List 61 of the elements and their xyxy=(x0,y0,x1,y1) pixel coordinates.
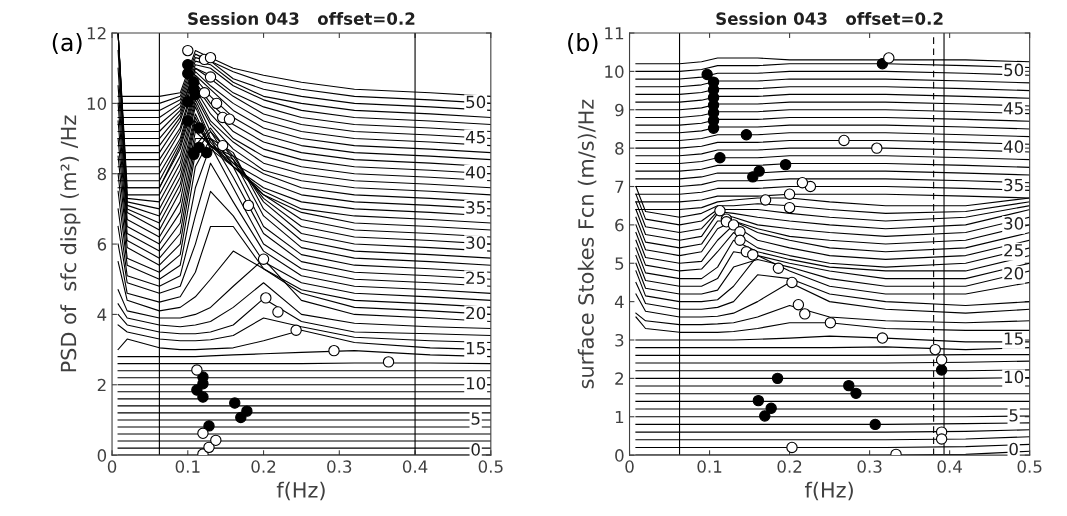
x-tick-label: 0.3 xyxy=(857,460,882,473)
x-axis-title: f(Hz) xyxy=(804,481,853,501)
annotation: 40 xyxy=(1003,140,1024,153)
y-tick-label: 2 xyxy=(615,372,623,385)
y-tick-label: 4 xyxy=(97,308,107,321)
x-tick-label: 0 xyxy=(625,460,634,473)
annotation: 20 xyxy=(1004,266,1024,280)
y-tick-label: 9 xyxy=(615,103,624,117)
chart-title: Session 043 offset=0.2 xyxy=(188,12,415,25)
y-tick-label: 10 xyxy=(87,97,107,110)
x-tick-label: 0.5 xyxy=(478,460,503,473)
annotation: 45 xyxy=(465,130,485,144)
annotation: 40 xyxy=(465,165,486,179)
y-tick-label: 11 xyxy=(605,27,624,40)
x-tick-label: 0.4 xyxy=(402,460,428,473)
x-tick-label: 0.1 xyxy=(175,460,200,473)
y-tick-label: 5 xyxy=(615,257,624,270)
x-tick-label: 0 xyxy=(107,460,117,473)
y-tick-label: 6 xyxy=(615,218,624,232)
y-tick-label: 1 xyxy=(615,410,624,424)
annotation: 25 xyxy=(1004,243,1023,257)
x-tick-label: 0.3 xyxy=(327,460,352,473)
x-tick-label: 0.2 xyxy=(251,460,276,473)
annotation: 25 xyxy=(466,271,485,285)
annotation: 10 xyxy=(466,376,486,390)
y-tick-label: 7 xyxy=(615,180,624,193)
x-tick-label: 0.1 xyxy=(697,460,722,473)
y-tick-label: 12 xyxy=(87,26,106,40)
annotation: 35 xyxy=(466,201,485,214)
y-tick-label: 2 xyxy=(97,378,106,392)
y-tick-label: 8 xyxy=(615,142,624,155)
annotation: 15 xyxy=(1004,332,1023,345)
annotation: 45 xyxy=(1003,102,1023,115)
annotation: 35 xyxy=(1004,178,1023,192)
annotation: 30 xyxy=(466,236,486,249)
annotation: 20 xyxy=(466,306,486,320)
x-tick-label: 0.2 xyxy=(777,460,802,473)
y-tick-label: 8 xyxy=(97,167,107,181)
annotation: 30 xyxy=(1004,217,1024,230)
annotation: 50 xyxy=(466,95,486,109)
annotation: 0 xyxy=(471,443,480,456)
annotation: 5 xyxy=(1009,409,1018,422)
x-axis-title: f(Hz) xyxy=(276,481,325,501)
y-axis-title: surface Stokes Fcn (m/s)/Hz xyxy=(577,99,597,389)
y-tick-label: 4 xyxy=(614,295,624,308)
annotation: 15 xyxy=(466,342,485,355)
y-tick-label: 0 xyxy=(615,449,624,462)
annotation: 50 xyxy=(1004,63,1024,77)
annotation: 5 xyxy=(471,412,480,425)
y-tick-label: 3 xyxy=(615,333,624,347)
chart-title: Session 043 offset=0.2 xyxy=(716,12,943,25)
y-tick-label: 0 xyxy=(97,449,107,462)
y-tick-label: 6 xyxy=(97,238,107,251)
y-axis-title: PSD of sfc displ (m²) /Hz xyxy=(60,115,81,372)
annotation: 10 xyxy=(1004,370,1024,384)
y-tick-label: 10 xyxy=(605,65,624,78)
x-tick-label: 0.5 xyxy=(1017,460,1042,473)
annotation: 0 xyxy=(1009,442,1018,456)
text: (a) xyxy=(52,33,82,55)
x-tick-label: 0.4 xyxy=(937,460,962,473)
text: (b) xyxy=(568,33,598,55)
